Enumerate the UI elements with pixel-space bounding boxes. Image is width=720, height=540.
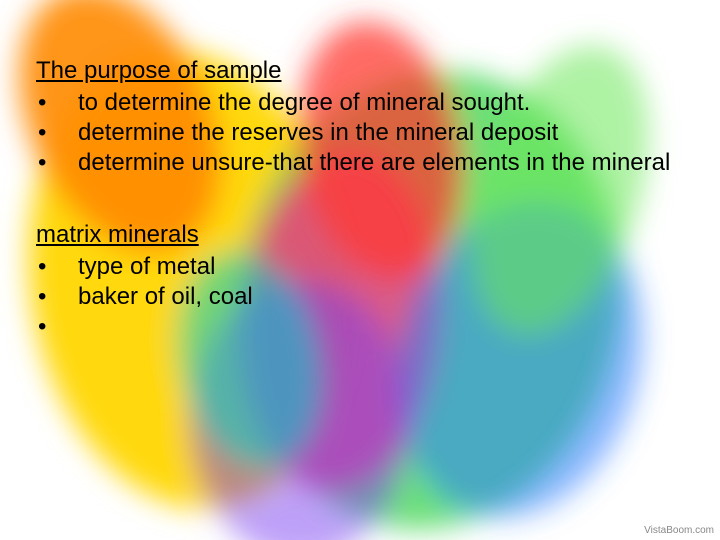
- bullet-icon: •: [36, 148, 78, 178]
- bullet-icon: •: [36, 88, 78, 118]
- slide-content: The purpose of sample • to determine the…: [36, 56, 676, 342]
- list-item: • determine the reserves in the mineral …: [36, 118, 676, 148]
- bullet-text: baker of oil, coal: [78, 282, 676, 312]
- list-item: • baker of oil, coal: [36, 282, 676, 312]
- bullet-text: type of metal: [78, 252, 676, 282]
- bullet-icon: •: [36, 118, 78, 148]
- section-spacer: [36, 178, 676, 220]
- list-item: • type of metal: [36, 252, 676, 282]
- bullet-text: to determine the degree of mineral sough…: [78, 88, 676, 118]
- bullet-icon: •: [36, 312, 78, 342]
- section-title-purpose: The purpose of sample: [36, 56, 676, 86]
- section-title-matrix: matrix minerals: [36, 220, 676, 250]
- section-matrix: matrix minerals • type of metal • baker …: [36, 220, 676, 342]
- bullet-list-matrix: • type of metal • baker of oil, coal •: [36, 252, 676, 342]
- section-purpose: The purpose of sample • to determine the…: [36, 56, 676, 178]
- watermark-text: VistaBoom.com: [644, 525, 714, 536]
- bullet-icon: •: [36, 252, 78, 282]
- bullet-icon: •: [36, 282, 78, 312]
- bullet-text: determine the reserves in the mineral de…: [78, 118, 676, 148]
- bullet-list-purpose: • to determine the degree of mineral sou…: [36, 88, 676, 178]
- list-item: • determine unsure-that there are elemen…: [36, 148, 676, 178]
- list-item: •: [36, 312, 676, 342]
- list-item: • to determine the degree of mineral sou…: [36, 88, 676, 118]
- bullet-text: determine unsure-that there are elements…: [78, 148, 676, 178]
